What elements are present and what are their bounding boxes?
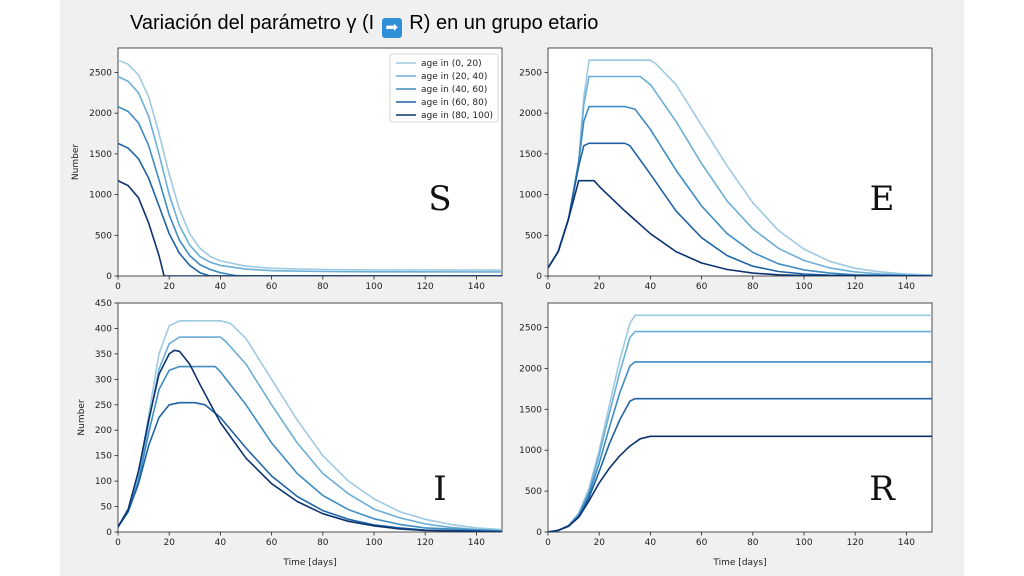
y-tick-label: 2000 xyxy=(89,109,112,119)
panel-letter: S xyxy=(428,179,451,219)
y-tick-label: 2500 xyxy=(519,68,542,78)
legend-entry: age in (80, 100) xyxy=(421,111,493,121)
x-tick-label: 80 xyxy=(747,538,759,548)
legend-entry: age in (0, 20) xyxy=(421,59,482,69)
panel-letter: E xyxy=(870,179,895,219)
series-line-4 xyxy=(118,401,502,532)
y-tick-label: 0 xyxy=(106,528,112,538)
x-tick-label: 100 xyxy=(365,538,382,548)
x-tick-label: 40 xyxy=(645,282,657,292)
y-tick-label: 250 xyxy=(95,401,112,411)
y-tick-label: 1500 xyxy=(89,150,112,160)
panel-r: 0 20 40 60 80 100 120 140 0 500 1000 1500 2000 2500 Ti… xyxy=(519,302,933,568)
panel-s: 0 20 40 60 80 100 120 140 0 500 1000 1500 2000 2500 Nu… xyxy=(71,47,503,292)
series-line-1 xyxy=(118,319,502,531)
x-tick-label: 80 xyxy=(747,282,759,292)
series-line-3 xyxy=(118,105,502,276)
y-axis-label: Number xyxy=(71,144,81,180)
legend: age in (0, 20) age in (20, 40) age in (40,… xyxy=(389,53,499,123)
x-tick-label: 140 xyxy=(468,282,485,292)
panel-letter: R xyxy=(869,469,896,509)
series-line-3 xyxy=(118,365,502,532)
y-tick-label: 300 xyxy=(95,375,112,385)
x-tick-label: 60 xyxy=(696,538,708,548)
y-tick-label: 1000 xyxy=(89,191,112,201)
y-tick-label: 2000 xyxy=(519,364,542,374)
y-tick-label: 2500 xyxy=(519,324,542,334)
x-axis-label: Time [days] xyxy=(282,558,336,568)
legend-entry: age in (20, 40) xyxy=(421,72,487,82)
y-tick-label: 2500 xyxy=(89,68,112,78)
y-tick-label: 350 xyxy=(95,350,112,360)
x-axis-label: Time [days] xyxy=(712,558,766,568)
x-tick-label: 20 xyxy=(163,538,175,548)
x-tick-label: 40 xyxy=(215,282,227,292)
y-tick-label: 450 xyxy=(95,299,112,309)
y-tick-label: 500 xyxy=(95,231,112,241)
series-line-5 xyxy=(118,349,502,532)
x-tick-label: 0 xyxy=(545,538,551,548)
x-tick-label: 0 xyxy=(115,282,121,292)
y-tick-label: 400 xyxy=(95,324,112,334)
y-tick-label: 1000 xyxy=(519,191,542,201)
series-line-1 xyxy=(118,59,502,271)
y-axis-label: Number xyxy=(77,399,87,435)
title-prefix: Variación del parámetro γ (I xyxy=(130,12,380,34)
series-line-3 xyxy=(548,105,932,276)
y-tick-label: 100 xyxy=(95,477,112,487)
x-tick-label: 100 xyxy=(795,282,812,292)
panel-i: 0 20 40 60 80 100 120 140 0 50 100 150 200 250 300 350 4… xyxy=(77,299,503,568)
y-tick-label: 0 xyxy=(536,528,542,538)
series-line-5 xyxy=(118,179,502,276)
x-tick-label: 40 xyxy=(645,538,657,548)
legend-box xyxy=(389,53,499,123)
y-tick-label: 200 xyxy=(95,426,112,436)
right-arrow-icon: ➡ xyxy=(381,18,402,38)
x-tick-label: 80 xyxy=(317,538,329,548)
title-suffix: R) en un grupo etario xyxy=(403,12,599,34)
series-line-5 xyxy=(548,435,932,532)
y-tick-label: 1000 xyxy=(519,446,542,456)
y-tick-label: 500 xyxy=(525,231,542,241)
y-tick-label: 0 xyxy=(106,272,112,282)
legend-entry: age in (60, 80) xyxy=(421,98,487,108)
x-tick-label: 60 xyxy=(696,282,708,292)
x-tick-label: 60 xyxy=(266,538,278,548)
y-tick-label: 150 xyxy=(95,452,112,462)
legend-entry: age in (40, 60) xyxy=(421,85,487,95)
panel-letter: I xyxy=(433,469,446,509)
x-tick-label: 80 xyxy=(317,282,329,292)
series-line-4 xyxy=(548,142,932,276)
series-line-4 xyxy=(118,142,502,276)
x-tick-label: 40 xyxy=(215,538,227,548)
y-tick-label: 1500 xyxy=(519,405,542,415)
x-tick-label: 20 xyxy=(593,538,605,548)
plot-area xyxy=(547,47,933,277)
x-tick-label: 100 xyxy=(365,282,382,292)
y-tick-label: 2000 xyxy=(519,109,542,119)
y-tick-label: 50 xyxy=(101,503,113,513)
x-tick-label: 140 xyxy=(468,538,485,548)
series-line-2 xyxy=(118,75,502,273)
x-tick-label: 120 xyxy=(417,282,434,292)
x-tick-label: 120 xyxy=(847,282,864,292)
slide-title: Variación del parámetro γ (I ➡ R) en un … xyxy=(130,12,598,38)
x-tick-label: 60 xyxy=(266,282,278,292)
x-tick-label: 20 xyxy=(593,282,605,292)
x-tick-label: 0 xyxy=(545,282,551,292)
y-tick-label: 500 xyxy=(525,487,542,497)
x-tick-label: 140 xyxy=(898,282,915,292)
x-tick-label: 0 xyxy=(115,538,121,548)
panel-e: 0 20 40 60 80 100 120 140 0 500 1000 1500 2000 2500 E xyxy=(519,47,933,292)
x-tick-label: 140 xyxy=(898,538,915,548)
series-line-5 xyxy=(548,179,932,276)
x-tick-label: 100 xyxy=(795,538,812,548)
x-tick-label: 120 xyxy=(417,538,434,548)
plot-area xyxy=(117,302,503,533)
y-tick-label: 1500 xyxy=(519,150,542,160)
x-tick-label: 20 xyxy=(163,282,175,292)
x-tick-label: 120 xyxy=(847,538,864,548)
y-tick-label: 0 xyxy=(536,272,542,282)
